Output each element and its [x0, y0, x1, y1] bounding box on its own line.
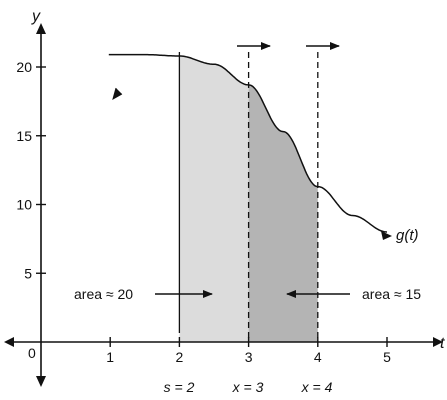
y-axis-label: y — [31, 8, 41, 25]
y-tick-label-20: 20 — [16, 59, 32, 75]
curve-right-arrow-icon — [381, 231, 392, 240]
x-tick-label-2: 2 — [176, 349, 184, 365]
curve-g-t — [108, 53, 388, 233]
x-axis-label: t — [440, 335, 445, 352]
x-tick-label-1: 1 — [106, 349, 114, 365]
origin-label: 0 — [28, 345, 36, 361]
curve-left-arrow-icon — [112, 87, 123, 101]
y-tick-label-5: 5 — [24, 265, 32, 281]
area-label-left: area ≈ 20 — [74, 286, 133, 302]
x-tick-label-4: 4 — [314, 349, 322, 365]
x-tick-label-3: 3 — [245, 349, 253, 365]
y-axis-down-arrow-icon — [36, 376, 46, 387]
y-axis-up-arrow-icon — [36, 23, 46, 34]
y-tick-label-15: 15 — [16, 128, 32, 144]
curve-label: g(t) — [396, 227, 419, 244]
marker-label-s2: s = 2 — [164, 379, 195, 395]
area-label-right: area ≈ 15 — [362, 286, 421, 302]
area-region-3-4 — [248, 84, 318, 343]
x-axis-left-arrow-icon — [4, 337, 14, 347]
y-tick-label-10: 10 — [16, 197, 32, 213]
x-tick-label-5: 5 — [383, 349, 391, 365]
marker-label-x4: x = 4 — [301, 379, 333, 395]
marker-label-x3: x = 3 — [232, 379, 264, 395]
area-region-2-3 — [179, 56, 249, 342]
x-axis-right-arrow-icon — [433, 337, 443, 347]
